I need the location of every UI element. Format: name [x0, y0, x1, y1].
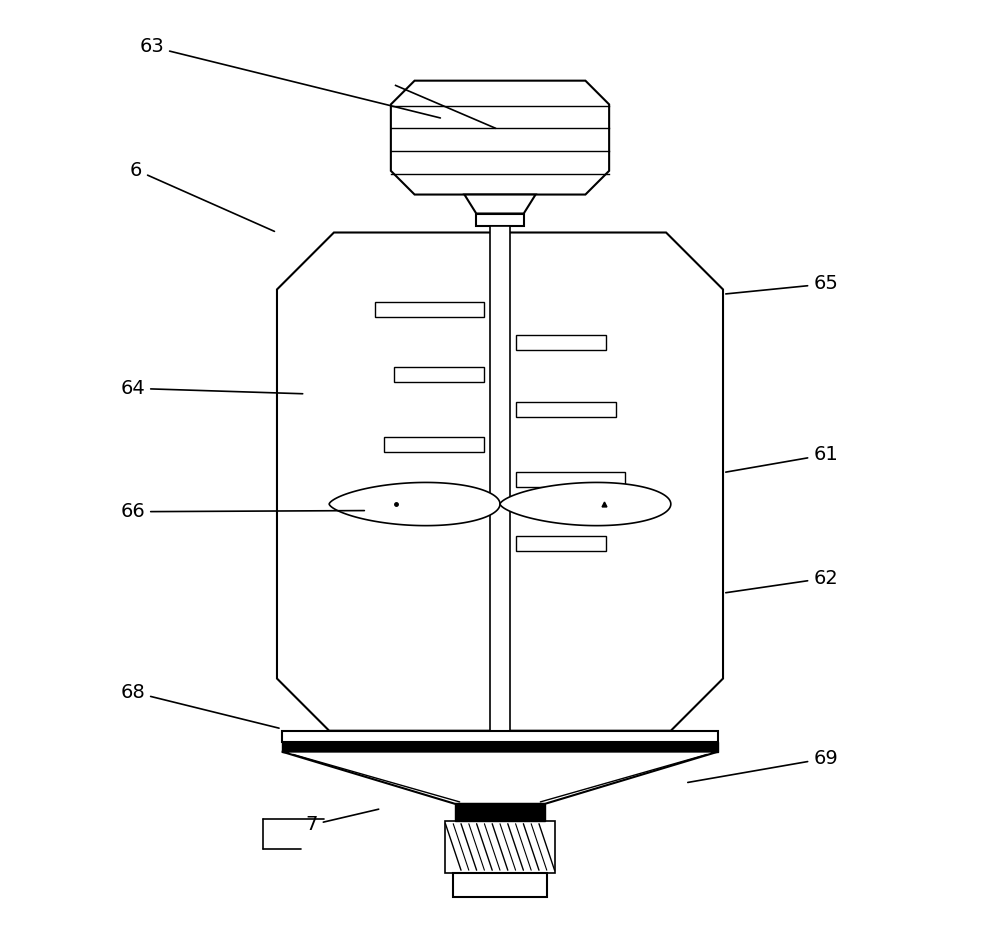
- Polygon shape: [329, 482, 500, 526]
- Polygon shape: [282, 742, 718, 752]
- Bar: [394, 367, 484, 382]
- Text: 63: 63: [139, 37, 440, 118]
- Polygon shape: [282, 752, 718, 804]
- Polygon shape: [464, 195, 536, 214]
- Bar: [384, 437, 484, 452]
- Text: 68: 68: [120, 682, 279, 728]
- Bar: [516, 472, 625, 487]
- Polygon shape: [277, 233, 723, 731]
- Bar: [375, 302, 484, 317]
- Bar: [453, 873, 547, 897]
- Bar: [445, 821, 555, 873]
- Polygon shape: [500, 482, 671, 526]
- Bar: [516, 334, 606, 349]
- Text: 62: 62: [726, 568, 838, 593]
- Bar: [516, 401, 616, 417]
- Polygon shape: [391, 81, 609, 195]
- Bar: [282, 731, 718, 742]
- Text: 6: 6: [130, 160, 274, 232]
- Text: 64: 64: [120, 379, 303, 398]
- Text: 66: 66: [120, 502, 364, 521]
- Text: 7: 7: [305, 809, 379, 834]
- Text: 61: 61: [726, 445, 838, 472]
- Text: 69: 69: [688, 749, 838, 782]
- Bar: [490, 226, 510, 731]
- Bar: [516, 536, 606, 551]
- Bar: [476, 214, 524, 226]
- Text: 65: 65: [726, 274, 838, 294]
- Polygon shape: [455, 804, 545, 821]
